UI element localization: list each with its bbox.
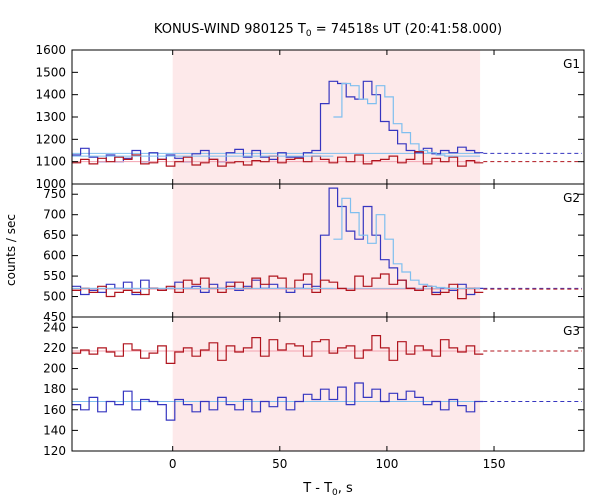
x-tick-label: 150: [483, 457, 506, 471]
x-axis-label-rest: , s: [338, 481, 353, 496]
y-tick-label: 140: [43, 423, 66, 437]
y-tick-label: 180: [43, 382, 66, 396]
chart-title-rest: = 74518s UT (20:41:58.000): [312, 22, 502, 37]
y-tick-label: 1100: [35, 155, 66, 169]
y-tick-label: 1500: [35, 65, 66, 79]
shaded-interval: [172, 50, 481, 451]
y-axis-label: counts / sec: [4, 214, 18, 286]
y-tick-label: 1400: [35, 88, 66, 102]
fit-curve: [333, 197, 454, 289]
upper-count-series: [72, 151, 484, 167]
panel-frame: [71, 316, 585, 452]
panel-label: G3: [563, 324, 580, 338]
y-tick-label: 450: [43, 310, 66, 324]
y-tick-label: 1600: [35, 43, 66, 57]
y-tick-label: 240: [43, 320, 66, 334]
x-tick-label: 0: [169, 457, 177, 471]
y-tick-label: 500: [43, 290, 66, 304]
y-tick-label: 200: [43, 362, 66, 376]
lower-count-series: [72, 382, 484, 421]
x-axis-label-main: T - T: [302, 481, 332, 496]
y-tick-label: 160: [43, 403, 66, 417]
y-tick-label: 1300: [35, 110, 66, 124]
y-tick-label: 750: [43, 187, 66, 201]
x-axis-label-sub: 0: [332, 488, 338, 498]
panel-label: G2: [563, 191, 580, 205]
x-tick-label: 100: [375, 457, 398, 471]
x-tick-label: 50: [272, 457, 287, 471]
y-tick-label: 1000: [35, 177, 66, 191]
upper-count-series: [72, 335, 484, 364]
x-axis-label: T - T0, s: [302, 481, 353, 498]
y-tick-label: 220: [43, 341, 66, 355]
panel-g3: 120 140 160 180 200 220 240 G3: [43, 316, 585, 458]
upper-count-series: [72, 273, 484, 300]
y-tick-label: 1200: [35, 132, 66, 146]
y-tick-label: 550: [43, 269, 66, 283]
fit-curve: [333, 82, 454, 157]
chart-title-sub: 0: [306, 29, 312, 39]
panel-g2: 450 500 550 600 650 700 750 G2: [43, 183, 585, 324]
chart-title: KONUS-WIND 980125 T0 = 74518s UT (20:41:…: [154, 22, 502, 39]
panel-label: G1: [563, 57, 580, 71]
y-tick-label: 600: [43, 249, 66, 263]
chart-title-main: KONUS-WIND 980125 T: [154, 22, 306, 37]
y-tick-label: 700: [43, 208, 66, 222]
y-tick-label: 650: [43, 228, 66, 242]
plot-layer: 1000110012001300140015001600G14505005506…: [35, 43, 585, 471]
y-tick-label: 120: [43, 444, 66, 458]
